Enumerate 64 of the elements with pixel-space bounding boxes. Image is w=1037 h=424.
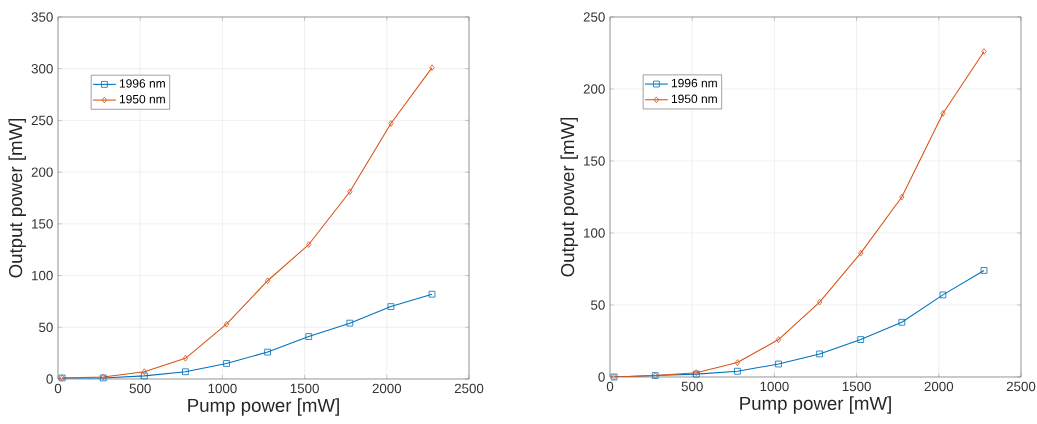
x-axis-title: Pump power [mW] [740,396,891,414]
x-tick-label: 0 [606,381,614,392]
point [346,319,354,327]
point [816,350,823,358]
y-tick-label: 150 [584,156,605,166]
x-tick-label: 1500 [290,383,319,394]
x-tick-label: 2500 [1006,381,1036,392]
point [775,336,782,343]
point [182,368,189,376]
y-tick-label: 100 [32,270,53,281]
point [223,360,230,367]
point [940,110,946,117]
point [858,249,864,257]
point [387,303,395,310]
y-tick-label: 300 [31,63,53,74]
y-tick-label: 350 [31,12,53,22]
point [899,193,905,201]
y-axis-title: Output power [mW] [8,118,26,278]
x-tick-label: 500 [129,383,151,394]
y-tick-label: 250 [583,12,605,22]
x-tick-label: 0 [54,383,62,394]
x-tick-label: 1500 [842,381,871,392]
x-axis-title: Pump power [mW] [188,398,339,416]
point [347,188,353,196]
y-tick-label: 50 [591,300,605,310]
y-tick-label: 250 [31,115,53,126]
point [939,291,947,299]
y-tick-label: 0 [598,372,605,382]
point [734,359,741,366]
x-tick-label: 2000 [372,383,402,394]
x-tick-label: 2000 [924,381,954,392]
x-tick-label: 500 [681,381,703,392]
point [388,120,394,127]
point [428,290,436,298]
y-tick-label: 150 [32,219,53,229]
point [264,348,271,356]
point [857,336,865,343]
point [265,277,271,285]
point [898,318,906,326]
point [429,64,435,72]
y-tick-label: 50 [39,322,53,332]
y-tick-label: 0 [46,374,53,384]
x-tick-label: 1000 [760,381,789,392]
x-tick-label: 1000 [208,383,237,394]
legend-label: 1950 nm [119,94,165,104]
point [223,320,230,328]
point [182,354,189,362]
point [306,241,312,248]
y-axis-title: Output power [mW] [560,117,578,277]
legend-label: 1996 nm [119,79,165,88]
point [981,48,987,55]
point [980,267,988,274]
point [305,333,313,340]
legend-label: 1996 nm [671,78,717,88]
point [817,298,823,306]
y-tick-label: 200 [583,84,605,94]
y-tick-label: 200 [31,167,53,177]
point [141,368,147,376]
point [140,372,148,380]
x-tick-label: 2500 [454,383,484,394]
y-tick-label: 100 [584,228,605,238]
point [734,367,741,375]
legend-label: 1950 nm [671,94,717,104]
point [775,360,782,368]
